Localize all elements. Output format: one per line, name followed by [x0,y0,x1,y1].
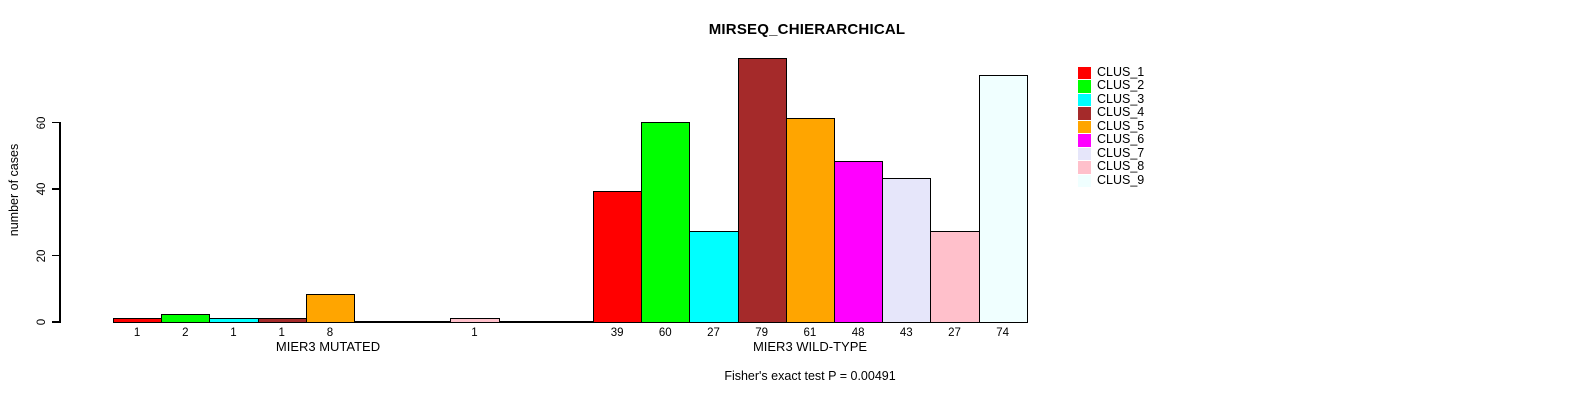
x-axis-title-wildtype: MIER3 WILD-TYPE [752,339,868,354]
bar-value-label: 48 [851,327,865,339]
bar-value-label: 8 [326,327,334,339]
legend-label: CLUS_7 [1097,145,1145,160]
legend-swatch [1078,66,1091,79]
legend-swatch [1078,93,1091,106]
legend-label: CLUS_9 [1097,172,1145,187]
bar-value-label: 61 [803,327,817,339]
bar-value-label: 1 [133,327,141,339]
legend-swatch [1078,80,1091,93]
legend-swatch [1078,174,1091,187]
y-tick-label: 40 [36,182,48,196]
bar [978,74,1028,323]
legend-label: CLUS_5 [1097,118,1145,133]
bar [882,178,932,323]
y-tick [52,254,60,257]
bar [834,161,884,323]
y-tick-label: 60 [36,116,48,129]
x-axis-line [113,321,1028,323]
bar [689,231,739,323]
y-tick-label: 0 [36,318,48,326]
y-axis-title: number of cases [7,143,21,237]
bar-value-label: 43 [899,327,913,339]
x-axis-title-mutated: MIER3 MUTATED [275,339,381,354]
bar [641,121,691,323]
bar-value-label: 27 [707,327,720,339]
bar [450,317,500,323]
y-tick [52,121,60,124]
legend-swatch [1078,147,1091,160]
bar [930,231,980,323]
legend-label: CLUS_8 [1097,159,1145,173]
bar [257,317,307,323]
y-tick [52,321,60,323]
legend-label: CLUS_4 [1097,105,1145,119]
y-axis-line [59,122,61,323]
bar [593,191,643,323]
bar-value-label: 60 [658,327,672,339]
bar-value-label: 1 [471,327,478,339]
legend-swatch [1078,120,1091,133]
bar [785,118,835,323]
legend-label: CLUS_6 [1097,132,1145,146]
bar [737,58,787,323]
bar [305,294,355,323]
legend-label: CLUS_3 [1097,91,1145,106]
legend-swatch [1078,134,1091,147]
legend-swatch [1078,107,1091,120]
bar [209,317,259,323]
bar-value-label: 39 [610,327,624,339]
bar [354,321,404,323]
legend-label: CLUS_1 [1097,64,1145,79]
bar-value-label: 2 [182,327,189,339]
bar [161,314,211,323]
chart-title: MIRSEQ_CHIERARCHICAL [708,21,906,38]
bar [113,317,163,323]
bar-value-label: 27 [948,327,961,339]
legend-swatch [1078,161,1091,174]
bar-value-label: 74 [996,327,1010,339]
fisher-test-annotation: Fisher's exact test P = 0.00491 [724,369,896,383]
legend-label: CLUS_2 [1097,78,1145,92]
bar-value-label: 1 [230,327,237,339]
bar [402,321,452,323]
bar-value-label: 79 [755,327,769,339]
bar [498,321,548,323]
bar-value-label: 1 [278,327,285,339]
y-tick [52,188,60,190]
y-tick-label: 20 [36,249,48,262]
